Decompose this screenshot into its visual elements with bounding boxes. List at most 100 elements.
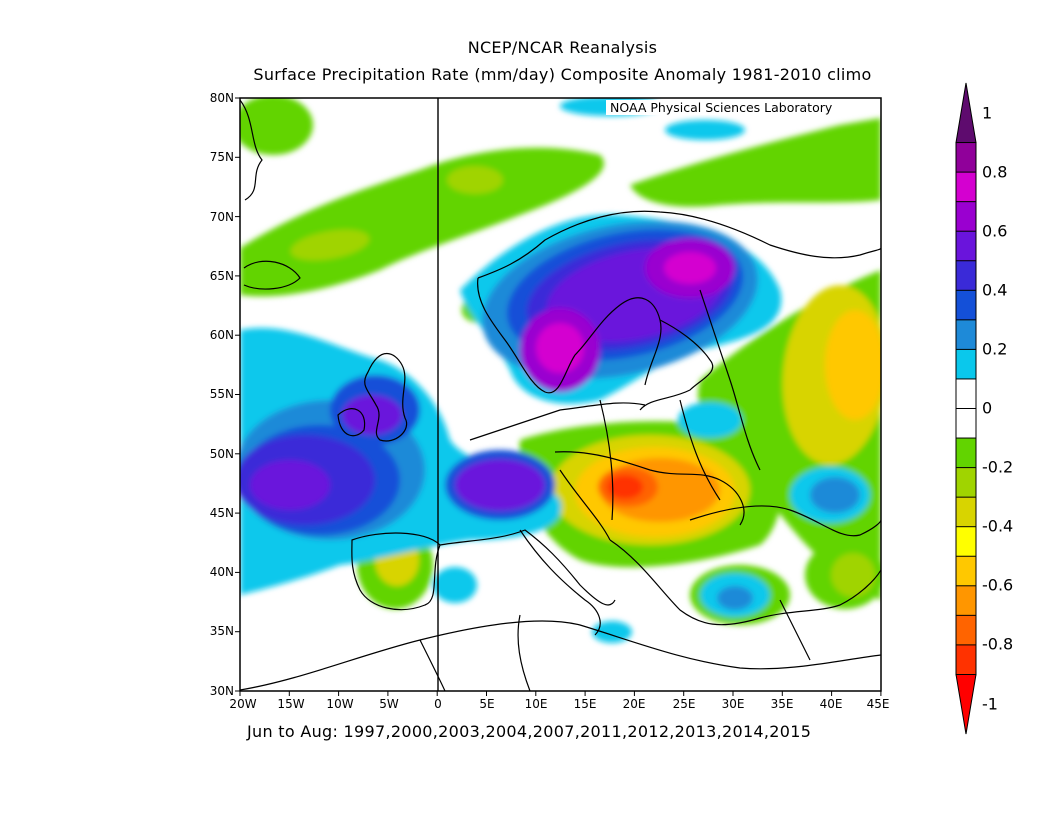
colorbar-swatch [955, 260, 977, 292]
chart-subtitle: Surface Precipitation Rate (mm/day) Comp… [253, 65, 872, 84]
border-syria [779, 599, 811, 661]
lat-label: 75N [209, 150, 234, 164]
axis-ticks [235, 97, 882, 696]
lon-label: 10W [326, 697, 354, 711]
colorbar-swatch [955, 171, 977, 203]
border-belarus-ukraine [679, 399, 721, 501]
anomaly-contour [536, 323, 584, 373]
colorbar-swatch [955, 467, 977, 499]
iberia-coast [351, 532, 441, 611]
britain-coast [364, 352, 408, 442]
border-algeria [419, 639, 446, 691]
anomaly-contour [447, 166, 503, 194]
anomaly-contour [717, 586, 753, 610]
colorbar-swatch [955, 230, 977, 262]
lon-label: 20W [229, 697, 257, 711]
colorbar-swatch [955, 526, 977, 558]
lat-label: 45N [209, 506, 234, 520]
colorbar-swatch [955, 348, 977, 380]
colorbar-label: 0.6 [982, 221, 1008, 241]
anomaly-contour [240, 98, 313, 155]
colorbar-label: -0.2 [982, 457, 1014, 477]
colorbar-swatch [955, 201, 977, 233]
north-atlantic-dry-band [240, 147, 604, 297]
anomaly-contour [290, 229, 370, 261]
lon-label: 40E [819, 697, 843, 711]
lon-label: 25E [672, 697, 696, 711]
anomaly-contour [665, 120, 745, 140]
colorbar-label: -1 [982, 694, 998, 714]
chart-title: NCEP/NCAR Reanalysis [467, 38, 658, 57]
north-africa-coast [240, 620, 881, 691]
lat-label: 50N [209, 447, 234, 461]
barents-dry-band [630, 118, 881, 207]
colorbar-swatch [955, 585, 977, 617]
lat-label: 80N [209, 91, 234, 105]
lon-label: 5W [379, 697, 399, 711]
colorbar-label: -0.6 [982, 575, 1014, 595]
colorbar-label: 0.4 [982, 280, 1008, 300]
colorbar-swatch [955, 496, 977, 528]
ireland-coast [337, 408, 366, 437]
colorbar-bottom-arrow [955, 673, 977, 735]
scandinavia-north-coast [477, 210, 881, 279]
border-austria-croatia [559, 469, 611, 541]
lon-label: 15E [573, 697, 597, 711]
anomaly-contour [342, 395, 402, 435]
border-libya [517, 614, 531, 691]
italy-coast [519, 529, 601, 636]
coastlines [240, 99, 881, 691]
iceland-coast [243, 260, 301, 290]
anomaly-contour [678, 402, 742, 438]
anomaly-contour [250, 460, 330, 510]
border-poland-hungary [599, 399, 614, 521]
credit-label: NOAA Physical Sciences Laboratory [606, 100, 837, 115]
lat-label: 60N [209, 328, 234, 342]
anomaly-contour [810, 477, 860, 513]
colorbar-top-arrow [955, 82, 977, 144]
colorbar-label: -0.4 [982, 516, 1014, 536]
colorbar-swatch [955, 289, 977, 321]
colorbar-swatch [955, 644, 977, 676]
border-russia-west [699, 289, 761, 471]
colorbar-label: 1 [982, 103, 993, 123]
lat-label: 30N [209, 684, 234, 698]
anomaly-contour [455, 459, 545, 511]
colorbar-label: -0.8 [982, 634, 1014, 654]
france-italy-coast [439, 529, 616, 606]
colorbar-swatch [955, 437, 977, 469]
colorbar-swatch [955, 319, 977, 351]
lon-label: 20E [622, 697, 646, 711]
colorbar [955, 82, 977, 735]
anomaly-contour [592, 621, 632, 643]
lon-label: 15W [277, 697, 305, 711]
colorbar-swatch [955, 614, 977, 646]
lat-label: 35N [209, 624, 234, 638]
colorbar-label: 0.2 [982, 339, 1008, 359]
lat-label: 65N [209, 269, 234, 283]
colorbar-label: 0.8 [982, 162, 1008, 182]
colorbar-label: 0 [982, 398, 993, 418]
lat-label: 55N [209, 387, 234, 401]
anomaly-contour [433, 567, 477, 603]
lon-label: 45E [866, 697, 890, 711]
balkan-anatolia-coast [609, 539, 881, 626]
lat-label: 70N [209, 210, 234, 224]
anomaly-contour [831, 553, 875, 597]
black-sea-coast [689, 505, 881, 537]
colorbar-swatch [955, 408, 977, 439]
anomaly-contour [607, 475, 643, 499]
central-europe-border [554, 451, 745, 526]
colorbar-swatch [955, 555, 977, 587]
greenland-coast [240, 99, 263, 201]
baltic-coast [639, 319, 714, 411]
anomaly-contour [825, 310, 881, 420]
precip-anomaly-field [240, 98, 881, 643]
lon-label: 0 [434, 697, 442, 711]
anomaly-contour [664, 252, 716, 284]
lon-label: 10E [524, 697, 548, 711]
colorbar-swatch [955, 142, 977, 174]
lon-label: 30E [721, 697, 745, 711]
colorbar-swatch [955, 378, 977, 410]
